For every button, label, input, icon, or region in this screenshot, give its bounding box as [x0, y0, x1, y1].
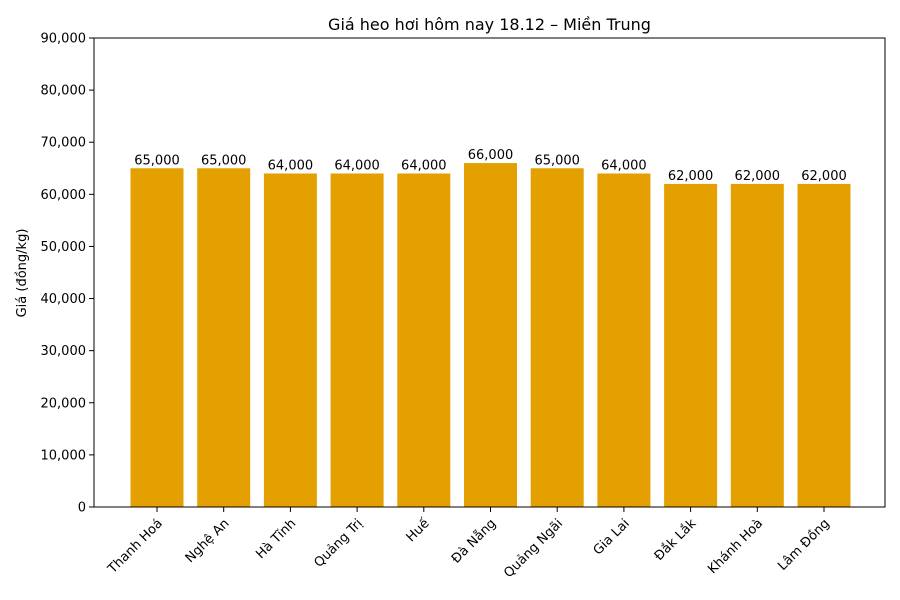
y-tick-label: 20,000: [41, 396, 87, 411]
x-tick-label: Gia Lai: [591, 516, 633, 558]
bar: [397, 173, 451, 507]
bar-value-label: 64,000: [601, 158, 647, 173]
bar-value-label: 62,000: [735, 169, 781, 184]
data-labels: 65,000 65,000 64,000 64,000 64,000 66,000 65,0…: [134, 148, 847, 184]
bar: [664, 183, 718, 507]
y-tick-label: 80,000: [41, 84, 87, 99]
bar-value-label: 65,000: [134, 153, 180, 168]
bar-value-label: 66,000: [468, 148, 514, 163]
x-tick-label: Khánh Hoà: [705, 516, 766, 577]
y-tick-label: 90,000: [41, 32, 87, 47]
bar: [530, 168, 584, 507]
bar-value-label: 65,000: [201, 153, 247, 168]
x-tick-label: Quảng Trị: [311, 516, 365, 570]
bar: [730, 183, 784, 507]
bar-value-label: 64,000: [401, 158, 447, 173]
bar: [330, 173, 384, 507]
x-tick-label: Thanh Hoá: [105, 516, 166, 577]
x-tick-label: Quảng Ngãi: [501, 516, 566, 581]
bar-value-label: 62,000: [668, 169, 714, 184]
y-tick-label: 0: [78, 501, 86, 516]
bar: [130, 168, 184, 507]
y-tick-label: 50,000: [41, 240, 87, 255]
bar-value-label: 62,000: [801, 169, 847, 184]
y-axis: 0 10,000 20,000 30,000 40,000 50,000 60,000 70,…: [41, 32, 94, 516]
x-tick-label: Huế: [404, 516, 433, 545]
x-tick-label: Đà Nẵng: [449, 516, 499, 566]
y-tick-label: 60,000: [41, 188, 87, 203]
y-tick-label: 30,000: [41, 344, 87, 359]
bar-value-label: 65,000: [534, 153, 580, 168]
x-tick-label: Nghệ An: [183, 516, 233, 566]
x-tick-label: Đắk Lắk: [652, 516, 700, 564]
bar: [597, 173, 651, 507]
bar-value-label: 64,000: [334, 158, 380, 173]
y-tick-label: 70,000: [41, 136, 87, 151]
x-tick-label: Hà Tĩnh: [253, 516, 299, 562]
bars: [130, 163, 851, 508]
y-tick-label: 10,000: [41, 448, 87, 463]
plot-frame: [93, 37, 886, 508]
bar: [263, 173, 317, 507]
y-axis-label: Giá (đồng/kg): [15, 229, 30, 318]
bar: [797, 183, 851, 507]
bar: [197, 168, 251, 507]
bar: [464, 163, 517, 508]
x-tick-label: Lâm Đồng: [775, 516, 833, 574]
y-tick-label: 40,000: [41, 292, 87, 307]
bar-value-label: 64,000: [268, 158, 314, 173]
chart-title: Giá heo hơi hôm nay 18.12 – Miền Trung: [328, 15, 651, 34]
x-axis: Thanh Hoá Nghệ An Hà Tĩnh Quảng Trị Huế Đà Nẵ…: [105, 507, 833, 581]
